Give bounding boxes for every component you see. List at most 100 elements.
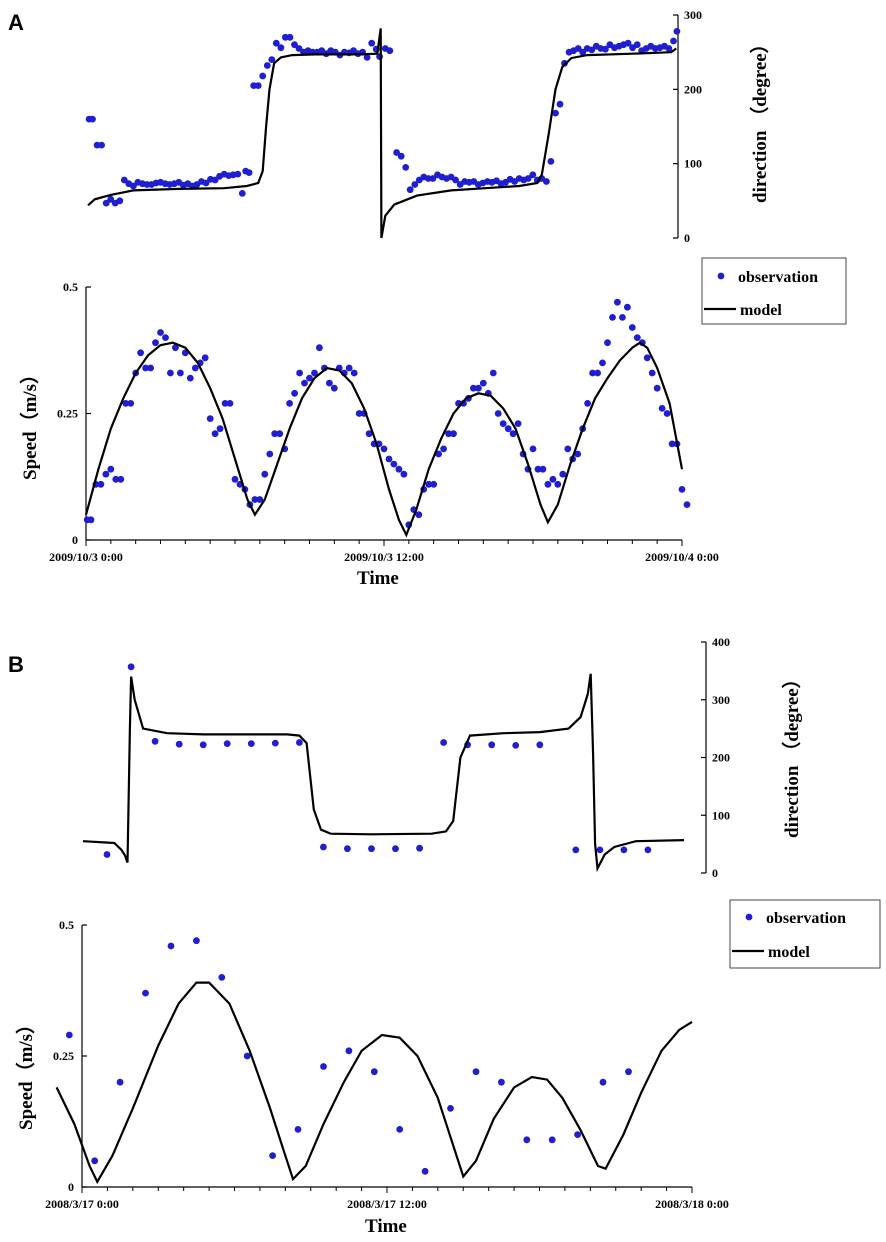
b-spd-observation-point-16: [472, 1068, 480, 1076]
b-dir-observation-point-4: [199, 741, 207, 749]
a-dir-observation-point-71: [406, 186, 414, 194]
a-legend-box: [701, 257, 847, 325]
a-spd-x-tick-label-1: 2009/10/3 12:00: [344, 550, 424, 564]
a-spd-observation-point-24: [201, 354, 209, 362]
a-spd-observation-point-36: [261, 470, 269, 478]
b-dir-observation-point-0: [103, 851, 111, 858]
b-spd-observation-point-12: [370, 1068, 378, 1076]
b-spd-observation-point-18: [523, 1136, 531, 1144]
a-dir-observation-point-97: [524, 175, 532, 182]
b-spd-observation-point-1: [91, 1157, 99, 1165]
a-dir-observation-point-62: [363, 54, 371, 61]
a-dir-observation-point-33: [234, 170, 242, 178]
a-dir-y-tick-label-3: 300: [684, 8, 702, 22]
a-spd-observation-point-41: [286, 400, 293, 407]
b-spd-y-tick-label-0: 0: [68, 1180, 74, 1194]
b-legend: observation model: [729, 899, 881, 969]
b-spd-observation-point-20: [574, 1131, 581, 1138]
panel-a-speed-chart: 0 0.25 0.5 2009/10/3 0:00 2009/10/3 12:00 200…: [18, 257, 847, 589]
a-dir-observation-point-102: [547, 158, 555, 165]
a-dir-observation-point-81: [452, 176, 459, 184]
a-spd-observation-point-78: [470, 384, 477, 392]
a-dir-observation-point-108: [574, 45, 582, 52]
b-dir-observation-point-1: [127, 663, 135, 671]
a-spd-observation-point-101: [584, 400, 591, 407]
a-spd-observation-point-116: [658, 405, 666, 412]
a-dir-observation-point-128: [665, 45, 673, 52]
a-spd-observation-point-43: [296, 369, 303, 377]
a-spd-observation-point-102: [589, 369, 596, 377]
a-spd-observation-point-109: [624, 303, 631, 311]
a-spd-observation-point-105: [604, 339, 611, 347]
a-dir-observation-point-38: [254, 82, 262, 89]
a-spd-observation-point-13: [147, 364, 155, 372]
a-dir-observation-point-26: [202, 179, 210, 187]
panel-a-direction-chart: 0 100 200 300 direction （degree）: [85, 8, 771, 245]
a-direction-y-axis-title: direction （degree）: [748, 34, 771, 203]
a-spd-observation-point-95: [554, 480, 562, 488]
a-dir-observation-point-45: [286, 33, 294, 41]
a-dir-observation-point-98: [529, 171, 537, 179]
b-dir-observation-point-22: [644, 846, 652, 854]
a-speed-y-axis-title: Speed（m/s）: [18, 365, 41, 480]
a-dir-observation-point-10: [130, 182, 137, 190]
a-spd-observation-point-26: [211, 430, 219, 438]
b-spd-observation-point-3: [142, 989, 149, 997]
b-legend-model-label: model: [768, 944, 810, 961]
b-dir-observation-point-3: [175, 740, 183, 748]
a-spd-observation-point-117: [663, 410, 671, 417]
a-spd-observation-point-1: [87, 516, 95, 524]
b-dir-observation-point-11: [368, 845, 375, 853]
b-dir-y-tick-label-2: 200: [712, 751, 730, 765]
a-spd-y-tick-label-0: 0: [72, 533, 78, 547]
a-spd-observation-point-114: [648, 369, 656, 377]
a-dir-observation-point-47: [295, 45, 303, 52]
b-legend-box: [729, 899, 881, 969]
a-spd-observation-point-104: [599, 359, 606, 367]
a-spd-observation-point-12: [142, 364, 150, 372]
a-spd-observation-point-73: [445, 430, 452, 438]
a-spd-observation-point-86: [509, 430, 517, 438]
a-dir-observation-point-69: [397, 152, 405, 160]
b-speed-model-line: [55, 981, 693, 1185]
a-spd-observation-point-9: [127, 400, 135, 407]
a-spd-observation-point-92: [539, 465, 547, 473]
b-dir-observation-point-10: [344, 845, 351, 853]
a-spd-observation-point-53: [345, 364, 353, 372]
a-dir-observation-point-4: [102, 199, 110, 207]
a-spd-observation-point-103: [594, 369, 601, 377]
a-spd-observation-point-27: [216, 425, 224, 433]
a-spd-observation-point-80: [479, 379, 487, 387]
a-spd-observation-point-97: [564, 445, 572, 453]
a-dir-observation-point-40: [263, 62, 271, 69]
a-spd-observation-point-6: [112, 475, 120, 483]
a-dir-y-tick-label-0: 0: [684, 231, 690, 245]
a-legend-observation-marker: [717, 272, 725, 280]
a-dir-observation-point-121: [633, 41, 641, 49]
b-dir-observation-point-9: [320, 843, 327, 851]
b-dir-observation-point-16: [488, 741, 496, 749]
a-spd-observation-point-62: [390, 460, 398, 468]
b-dir-observation-point-20: [596, 846, 604, 854]
b-spd-x-tick-label-1: 2008/3/17 12:00: [347, 1197, 427, 1211]
a-spd-observation-point-37: [266, 450, 274, 458]
b-speed-y-axis-title: Speed（m/s）: [14, 1015, 37, 1130]
a-dir-observation-point-129: [670, 37, 677, 45]
a-spd-x-tick-label-0: 2009/10/3 0:00: [49, 550, 123, 564]
b-spd-x-tick-label-0: 2008/3/17 0:00: [45, 1197, 119, 1211]
b-spd-observation-point-15: [447, 1105, 454, 1112]
a-spd-observation-point-115: [653, 384, 661, 392]
a-spd-observation-point-70: [430, 480, 438, 488]
a-spd-observation-point-49: [326, 379, 333, 387]
a-dir-observation-point-130: [673, 28, 681, 35]
a-spd-x-tick-label-2: 2009/10/4 0:00: [645, 550, 719, 564]
a-spd-observation-point-22: [191, 364, 199, 372]
b-dir-observation-point-8: [296, 739, 303, 746]
a-spd-observation-point-34: [251, 496, 259, 503]
a-spd-observation-point-7: [117, 475, 125, 483]
a-spd-observation-point-111: [633, 334, 641, 341]
a-dir-observation-point-36: [245, 169, 253, 177]
a-dir-observation-point-8: [120, 176, 128, 184]
a-dir-y-tick-label-1: 100: [684, 157, 702, 171]
b-dir-observation-point-6: [247, 740, 255, 747]
